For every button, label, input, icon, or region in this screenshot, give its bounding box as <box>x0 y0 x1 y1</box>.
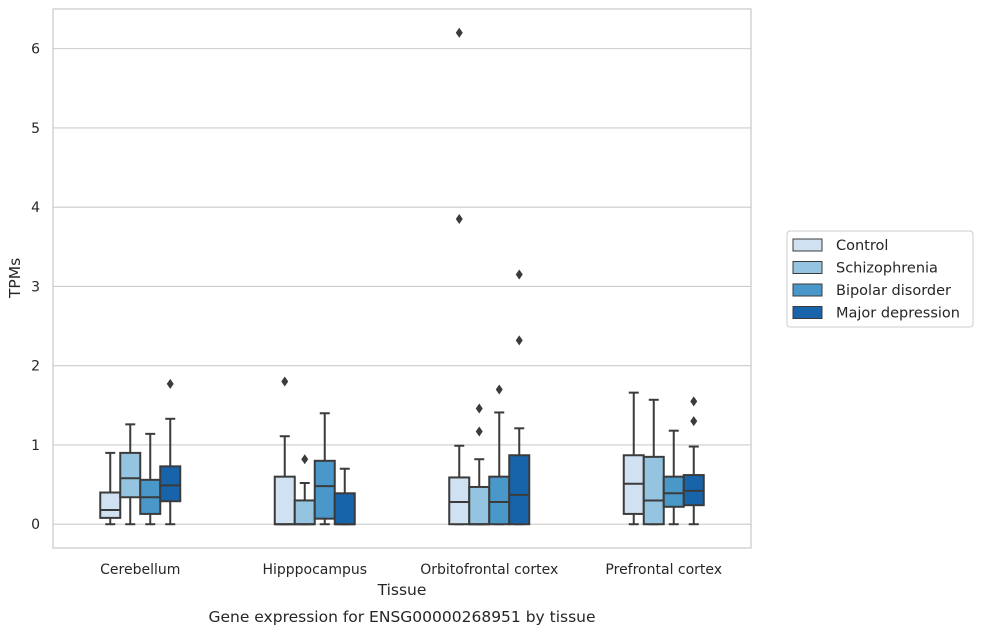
box-body <box>662 475 685 508</box>
legend-swatch <box>792 261 823 274</box>
outlier-point <box>166 378 174 389</box>
box-control <box>99 451 122 526</box>
box-bipolar-disorder <box>139 432 162 526</box>
box-schizophrenia <box>642 398 665 526</box>
outlier-point <box>475 426 483 437</box>
legend-swatch <box>792 283 823 297</box>
box-body <box>273 475 296 526</box>
box-body <box>313 459 336 520</box>
x-tick-label: Orbitofrontal cortex <box>420 562 558 578</box>
box-control <box>448 27 471 526</box>
box-body <box>642 455 665 526</box>
box-body <box>448 476 471 526</box>
box-major-depression <box>333 467 356 526</box>
box-bipolar-disorder <box>488 384 511 526</box>
y-tick-label: 0 <box>31 517 40 533</box>
y-tick-label: 2 <box>31 359 40 375</box>
legend-label: Control <box>836 238 888 254</box>
y-axis-ticks: 0 1 2 3 4 5 6 <box>31 42 40 534</box>
outlier-point <box>515 269 523 280</box>
y-tick-label: 3 <box>31 279 40 295</box>
box-control <box>622 391 645 526</box>
x-tick-label: Prefrontal cortex <box>605 562 722 578</box>
box-major-depression <box>508 269 531 526</box>
legend-frame <box>786 230 974 328</box>
legend-label: Schizophrenia <box>836 261 938 277</box>
gridlines <box>53 48 751 525</box>
box-series <box>99 27 705 526</box>
box-body <box>508 454 531 526</box>
y-tick-label: 4 <box>31 200 40 216</box>
legend-swatch <box>792 306 823 319</box>
box-body <box>293 499 316 526</box>
x-axis-ticks: Cerebellum Hipppocampus Orbitofrontal cort… <box>100 562 722 578</box>
box-schizophrenia <box>293 454 316 526</box>
outlier-point <box>690 396 698 407</box>
box-body <box>468 485 491 526</box>
box-body <box>119 451 142 499</box>
y-tick-label: 6 <box>31 42 40 58</box>
outlier-point <box>690 416 698 427</box>
x-tick-label: Cerebellum <box>100 562 180 578</box>
box-body <box>159 465 182 503</box>
y-tick-label: 5 <box>31 121 40 137</box>
legend-label: Bipolar disorder <box>836 283 951 299</box>
legend-swatch <box>792 238 823 252</box>
plot-frame <box>52 8 752 549</box>
box-control <box>273 376 296 526</box>
outlier-point <box>475 403 483 414</box>
box-schizophrenia <box>119 423 142 526</box>
box-body <box>99 491 122 519</box>
box-major-depression <box>159 378 182 526</box>
legend-label: Major depression <box>836 306 960 322</box>
outlier-point <box>515 335 523 346</box>
y-tick-label: 1 <box>31 438 40 454</box>
legend: Control Schizophrenia Bipolar disorder Majo… <box>786 230 974 328</box>
y-axis-label: TPMs <box>6 258 24 299</box>
outlier-point <box>455 214 463 225</box>
outlier-point <box>281 376 289 387</box>
x-axis-label: Tissue <box>377 581 427 599</box>
box-body <box>333 492 356 526</box>
box-major-depression <box>682 396 705 526</box>
outlier-point <box>301 454 309 465</box>
box-schizophrenia <box>468 403 491 526</box>
box-body <box>488 475 511 526</box>
box-bipolar-disorder <box>313 412 336 526</box>
chart-caption: Gene expression for ENSG00000268951 by t… <box>208 608 595 626</box>
outlier-point <box>455 27 463 38</box>
x-tick-label: Hipppocampus <box>262 562 367 578</box>
outlier-point <box>495 384 503 395</box>
